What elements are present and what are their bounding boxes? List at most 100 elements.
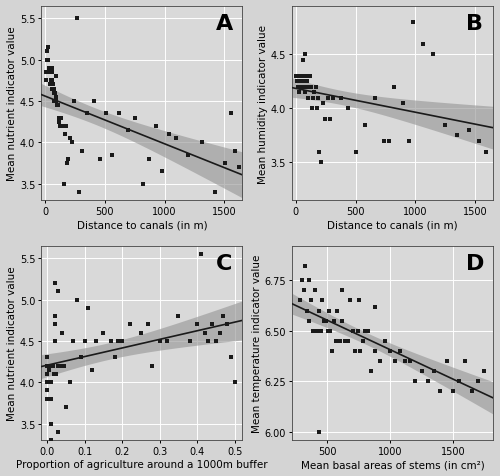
Point	[70, 98, 78, 106]
Point	[96, 156, 104, 163]
Point	[73, 296, 81, 304]
Point	[294, 84, 302, 91]
Text: D: D	[466, 254, 484, 274]
Point	[442, 357, 450, 365]
Point	[409, 19, 417, 27]
Point	[324, 95, 332, 102]
Text: B: B	[466, 14, 483, 34]
Point	[351, 347, 359, 355]
Point	[482, 149, 490, 156]
Point	[355, 297, 363, 305]
Point	[354, 327, 362, 335]
Point	[107, 337, 115, 345]
Point	[68, 139, 76, 147]
Point	[315, 149, 323, 156]
Point	[47, 395, 55, 403]
Point	[92, 337, 100, 345]
Point	[212, 337, 220, 345]
Point	[230, 378, 238, 386]
Point	[296, 79, 304, 86]
Point	[309, 95, 317, 102]
Point	[50, 313, 58, 320]
Point	[43, 354, 51, 361]
Point	[56, 123, 64, 130]
Point	[449, 388, 457, 396]
Point	[468, 388, 475, 396]
Point	[54, 288, 62, 296]
Point	[300, 84, 308, 91]
Point	[318, 297, 326, 305]
Point	[50, 279, 58, 287]
Point	[60, 362, 68, 370]
Point	[66, 378, 74, 386]
Point	[371, 347, 379, 355]
Point	[346, 297, 354, 305]
Point	[324, 327, 332, 335]
Point	[356, 347, 364, 355]
Point	[304, 84, 312, 91]
Point	[223, 321, 231, 328]
Point	[50, 89, 58, 97]
Point	[193, 321, 201, 328]
Point	[148, 362, 156, 370]
Point	[380, 138, 388, 145]
Point	[298, 84, 306, 91]
Point	[53, 102, 61, 109]
Point	[52, 73, 60, 81]
Point	[54, 428, 62, 436]
Point	[227, 354, 235, 361]
Point	[58, 123, 66, 130]
Point	[114, 337, 122, 345]
Point	[332, 337, 340, 345]
Point	[321, 116, 329, 124]
Point	[295, 73, 303, 81]
Point	[401, 357, 409, 365]
Point	[296, 84, 304, 91]
Point	[299, 84, 307, 91]
Point	[102, 110, 110, 118]
Point	[231, 148, 239, 155]
Point	[391, 357, 399, 365]
Point	[336, 337, 344, 345]
Point	[300, 79, 308, 86]
Point	[42, 77, 50, 85]
Point	[298, 277, 306, 285]
Point	[43, 387, 51, 395]
Point	[368, 367, 376, 375]
Point	[200, 329, 208, 337]
Point	[56, 119, 64, 126]
Point	[300, 73, 308, 81]
Point	[48, 69, 56, 77]
Point	[48, 65, 56, 72]
Point	[462, 357, 469, 365]
Point	[228, 110, 235, 118]
Point	[50, 370, 58, 378]
Point	[42, 69, 50, 77]
Point	[338, 287, 346, 295]
Point	[222, 160, 230, 168]
Point	[294, 73, 302, 81]
Point	[84, 304, 92, 312]
Point	[455, 378, 463, 386]
Point	[78, 148, 86, 155]
Point	[220, 313, 228, 320]
Point	[352, 149, 360, 156]
Point	[61, 131, 69, 139]
Point	[52, 94, 60, 101]
X-axis label: Distance to canals (in m): Distance to canals (in m)	[328, 220, 458, 230]
Point	[126, 321, 134, 328]
Point	[326, 116, 334, 124]
Point	[317, 159, 325, 167]
Point	[344, 337, 351, 345]
Point	[304, 277, 312, 285]
Point	[43, 378, 51, 386]
Point	[306, 73, 314, 81]
Point	[130, 114, 138, 122]
Point	[301, 89, 309, 97]
Point	[302, 84, 310, 91]
Point	[45, 65, 53, 72]
Point	[308, 105, 316, 113]
Point	[54, 362, 62, 370]
Point	[77, 354, 85, 361]
Point	[430, 367, 438, 375]
